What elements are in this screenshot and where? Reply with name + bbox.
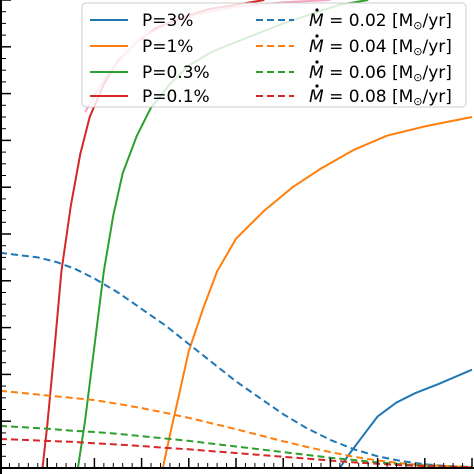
mdot-dot [315, 8, 319, 12]
legend-label: M = 0.04 [M⊙/yr] [309, 37, 452, 58]
series-line-6 [0, 424, 473, 469]
legend-label: P=1% [142, 37, 193, 57]
series-line-0 [338, 368, 473, 469]
legend-label: P=0.1% [142, 87, 210, 107]
series-line-7 [0, 438, 473, 469]
mdot-dot [315, 34, 319, 38]
legend-label: P=0.3% [142, 63, 210, 83]
mdot-dot [315, 84, 319, 88]
series-line-5 [0, 389, 473, 469]
series-line-1 [161, 116, 473, 469]
legend-label: P=3% [142, 11, 193, 31]
legend-label: M = 0.02 [M⊙/yr] [309, 11, 452, 32]
legend: P=3% M = 0.02 [M⊙/yr] P=1% M = 0.04 [M⊙/yr]… [81, 2, 467, 108]
legend-box [81, 2, 467, 108]
series-line-4 [0, 251, 473, 469]
legend-label: M = 0.06 [M⊙/yr] [309, 63, 452, 84]
mdot-dot [315, 60, 319, 64]
legend-label: M = 0.08 [M⊙/yr] [309, 87, 452, 108]
